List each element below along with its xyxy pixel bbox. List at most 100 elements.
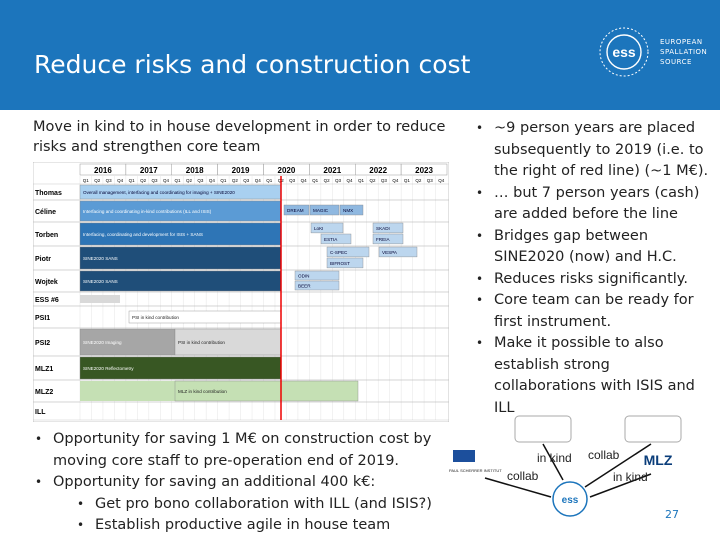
sub-bullet: Establish productive agile in house team [33,515,453,537]
row-label: PSI1 [35,315,50,322]
bar-label: Interfacing and coordinating in-kind con… [83,209,212,214]
quarter-label: Q1 [83,178,90,183]
bar [320,233,352,245]
row-label: ILL [35,409,46,416]
mlz-logo [635,448,681,472]
year-label: 2022 [369,166,387,175]
bar-label: PSI in kind contribution [132,315,179,320]
quarter-label: Q4 [438,178,445,183]
bar-label: Overall management, interfacing and coor… [83,190,235,195]
right-bullets: ~9 person years are placed subsequently … [474,118,714,419]
logo-box [514,415,572,443]
bar-label: MLZ in kind contribution [178,389,227,394]
bar-label: MAGIC [313,208,329,213]
bar [309,204,340,216]
psi-logo-text: PAUL SCHERRER INSTITUT [449,468,502,473]
quarter-label: Q2 [140,178,147,183]
bar-label: PSI in kind contribution [178,340,225,345]
quarter-label: Q3 [427,178,434,183]
bar [310,222,344,234]
collab-diagram: PAUL SCHERRER INSTITUT ess MLZ in kind c… [447,415,682,517]
gantt-chart: 2016 Q1 Q2 Q3 Q4 2017 Q1 Q2 Q3 Q4 2018 Q1 Q2 Q3 Q4 2019… [33,162,449,422]
row-label: Céline [35,209,56,216]
year-cell [400,163,448,176]
quarter-label: Q3 [152,178,159,183]
bar-label: SINE2020 Reflectometry [83,366,134,371]
quarter-label: Q2 [369,178,376,183]
bar-label: Interfacing, coordinating and developmen… [83,232,203,237]
logo: ess EUROPEAN SPALLATION SOURCE [596,22,712,82]
bar-label: BEER [298,284,311,289]
sub-bullet: Get pro bono collaboration with ILL (and… [33,494,453,516]
bar [326,257,364,269]
bullet: Opportunity for saving an additional 400… [33,472,453,494]
bar-label: C-SPEC [330,250,348,255]
row-label: Wojtek [35,279,58,286]
quarter-label: Q4 [301,178,308,183]
bar-label: FREIA [376,237,390,242]
quarter-label: Q1 [404,178,411,183]
logo-box [624,415,682,443]
bar-label: BIFROST [330,261,350,266]
psi-logo-mark [453,450,475,462]
quarter-label: Q2 [324,178,331,183]
bar [80,381,175,401]
quarter-label: Q3 [106,178,113,183]
quarter-label: Q1 [358,178,365,183]
year-label: 2016 [94,166,112,175]
quarter-label: Q1 [266,178,273,183]
quarter-label: Q4 [392,178,399,183]
logo-text: SOURCE [660,58,692,66]
bar-label: SINE2020 SANS [83,279,118,284]
bar [79,328,176,356]
row-label: MLZ1 [35,366,53,373]
quarter-label: Q1 [220,178,227,183]
bullet: Core team can be ready for first instrum… [474,290,714,333]
ess-logo [552,481,588,517]
bullet: ~9 person years are placed subsequently … [474,118,714,183]
link-label: collab [588,448,620,462]
quarter-label: Q3 [197,178,204,183]
quarter-label: Q3 [243,178,250,183]
link-label: in kind [537,451,572,465]
arrow [589,473,652,498]
ess-logo-text: ess [562,495,579,506]
bar-label: SINE2020 SANS [83,256,118,261]
year-label: 2021 [323,166,341,175]
mlz-logo-text: MLZ [644,452,673,468]
logo-mark-text: ess [612,44,636,60]
year-label: 2020 [278,166,296,175]
arrow [584,443,652,488]
bar-label: VESPA [382,250,398,255]
bullet: … but 7 person years (cash) are added be… [474,183,714,226]
bullet: Reduces risks significantly. [474,269,714,291]
link-label: in kind [613,470,648,484]
bar [378,246,418,258]
bar [283,204,310,216]
intro-text: Move in kind to in house development in … [33,119,446,155]
year-label: 2019 [232,166,250,175]
page-number: 27 [665,508,679,521]
bar [294,280,340,291]
slide-title: Reduce risks and construction cost [34,50,471,79]
quarter-label: Q1 [174,178,181,183]
bar-label: SKADI [376,226,390,231]
quarter-label: Q1 [129,178,136,183]
row-label: MLZ2 [35,389,53,396]
bottom-bullets: Opportunity for saving 1 M€ on construct… [33,429,453,537]
quarter-label: Q4 [209,178,216,183]
year-label: 2023 [415,166,433,175]
bar-label: NMX [343,208,353,213]
quarter-label: Q3 [289,178,296,183]
logo-text: EUROPEAN [660,38,703,46]
bar-label: LoKI [314,226,323,231]
bullet: Make it possible to also establish stron… [474,333,714,419]
bar [339,204,364,216]
quarter-label: Q2 [232,178,239,183]
bullet: Bridges gap between SINE2020 (now) and H… [474,226,714,269]
row-label: PSI2 [35,340,50,347]
bar [372,233,404,245]
year-label: 2018 [186,166,204,175]
bullet: Opportunity for saving 1 M€ on construct… [33,429,453,472]
